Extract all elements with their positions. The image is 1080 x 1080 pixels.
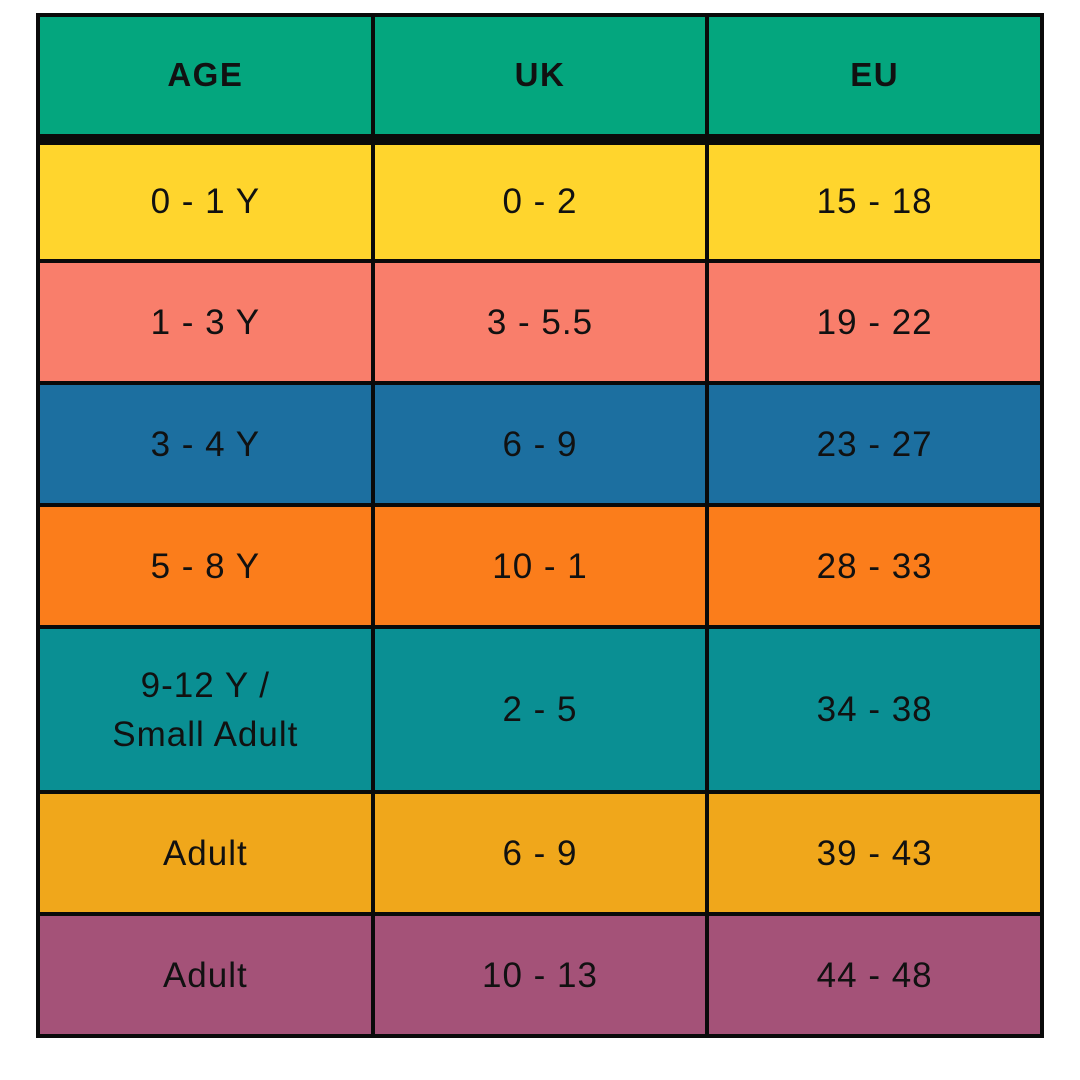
table-row: 1 - 3 Y 3 - 5.5 19 - 22 xyxy=(36,259,1044,385)
age-cell: 3 - 4 Y xyxy=(36,381,375,507)
table-row: 3 - 4 Y 6 - 9 23 - 27 xyxy=(36,381,1044,507)
uk-cell: 10 - 13 xyxy=(370,912,710,1038)
age-cell: 9-12 Y / Small Adult xyxy=(36,625,375,794)
uk-cell: 6 - 9 xyxy=(370,381,710,507)
header-row: AGE UK EU xyxy=(36,13,1044,145)
age-cell: 0 - 1 Y xyxy=(36,137,375,263)
header-cell-age: AGE xyxy=(36,13,375,145)
table-row: Adult 6 - 9 39 - 43 xyxy=(36,790,1044,916)
size-conversion-table: AGE UK EU 0 - 1 Y 0 - 2 15 - 18 1 - 3 Y … xyxy=(36,13,1044,1038)
uk-cell: 3 - 5.5 xyxy=(370,259,710,385)
table-row: 0 - 1 Y 0 - 2 15 - 18 xyxy=(36,137,1044,263)
eu-cell: 44 - 48 xyxy=(705,912,1044,1038)
uk-cell: 2 - 5 xyxy=(370,625,710,794)
age-cell: 5 - 8 Y xyxy=(36,503,375,629)
age-cell: 1 - 3 Y xyxy=(36,259,375,385)
age-cell: Adult xyxy=(36,912,375,1038)
eu-cell: 28 - 33 xyxy=(705,503,1044,629)
uk-cell: 10 - 1 xyxy=(370,503,710,629)
table-row: Adult 10 - 13 44 - 48 xyxy=(36,912,1044,1038)
eu-cell: 39 - 43 xyxy=(705,790,1044,916)
age-cell: Adult xyxy=(36,790,375,916)
uk-cell: 0 - 2 xyxy=(370,137,710,263)
uk-cell: 6 - 9 xyxy=(370,790,710,916)
header-cell-eu: EU xyxy=(705,13,1044,145)
eu-cell: 15 - 18 xyxy=(705,137,1044,263)
header-cell-uk: UK xyxy=(370,13,710,145)
table-row: 5 - 8 Y 10 - 1 28 - 33 xyxy=(36,503,1044,629)
eu-cell: 23 - 27 xyxy=(705,381,1044,507)
eu-cell: 19 - 22 xyxy=(705,259,1044,385)
table-row: 9-12 Y / Small Adult 2 - 5 34 - 38 xyxy=(36,625,1044,794)
eu-cell: 34 - 38 xyxy=(705,625,1044,794)
